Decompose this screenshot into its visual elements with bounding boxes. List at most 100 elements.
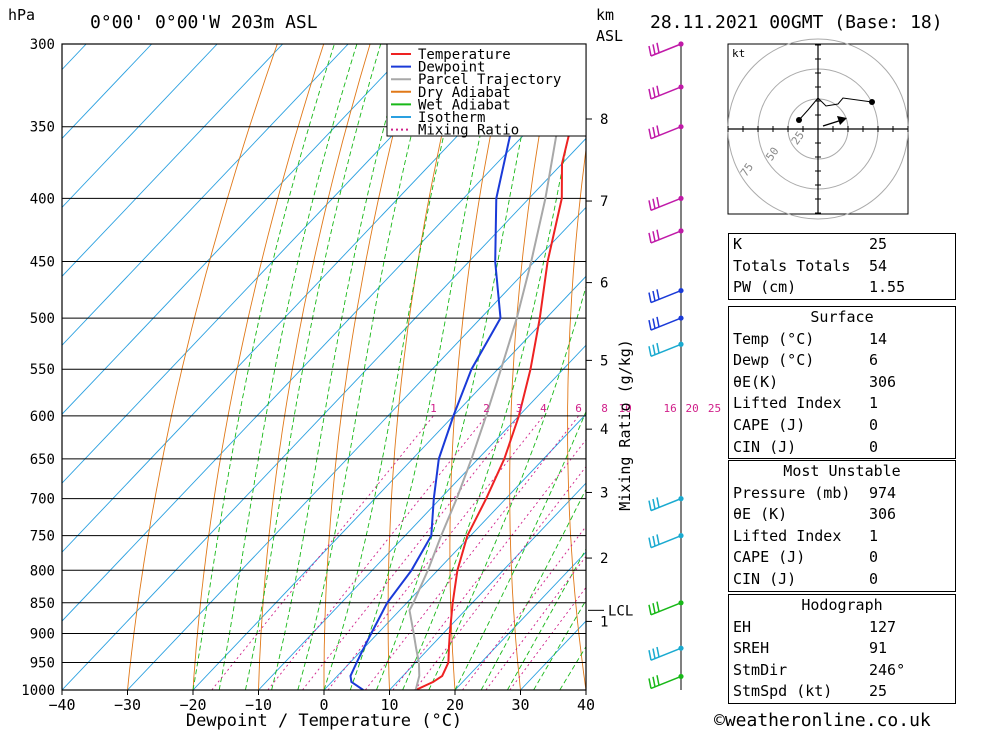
stat-label: Temp (°C) [733, 329, 815, 348]
dry-adiabat-line [974, 44, 1000, 690]
wind-level-dot [678, 41, 684, 47]
wet-adiabat-line [454, 410, 586, 690]
km-tick-label: 5 [600, 353, 608, 369]
wind-level-dot [678, 228, 684, 234]
km-tick-label: 2 [600, 551, 608, 567]
km-tick-label: 1 [600, 614, 608, 630]
wet-adiabat-line [349, 44, 501, 690]
stat-row: θE (K) 306 [729, 504, 955, 526]
lcl-label: LCL [608, 603, 633, 619]
wind-level-dot [678, 496, 684, 502]
mixing-ratio-line [392, 439, 586, 690]
isotherm-line [323, 413, 586, 690]
pressure-tick-label: 850 [30, 596, 55, 612]
wind-barb [648, 496, 684, 512]
mixing-ratio-tick-label: 4 [540, 402, 547, 415]
stat-row: θE(K) 306 [729, 372, 955, 394]
pressure-tick-label: 700 [30, 492, 55, 508]
surface-panel: Surface Temp (°C) 14 Dewp (°C) 6 θE(K) 306 Lif… [728, 306, 956, 460]
pressure-tick-label: 500 [30, 311, 55, 327]
wind-barb [648, 315, 684, 331]
most-unstable-panel: Most Unstable Pressure (mb) 974 θE (K) 306 L… [728, 460, 956, 592]
stat-row: CIN (J) 0 [729, 569, 955, 591]
stat-label: CAPE (J) [733, 415, 806, 434]
legend-entry: Temperature [418, 47, 511, 63]
isotherm-line [62, 44, 546, 553]
stat-label: Lifted Index [733, 526, 842, 545]
pressure-tick-label: 800 [30, 563, 55, 579]
stat-row: CAPE (J) 0 [729, 547, 955, 569]
mixing-ratio-axis-label: Mixing Ratio (g/kg) [616, 339, 634, 511]
most-unstable-title: Most Unstable [783, 462, 901, 480]
x-tick-label: −20 [179, 696, 206, 714]
location-title: 0°00' 0°00'W 203m ASL [90, 12, 318, 33]
stat-label: K [733, 235, 743, 253]
asl-label: ASL [596, 27, 623, 45]
x-tick-label: 20 [446, 696, 464, 714]
stat-value: 0 [869, 437, 879, 456]
mixing-ratio-line [485, 555, 586, 690]
stat-row: Temp (°C) 14 [729, 329, 955, 351]
stat-row: Pressure (mb) 974 [729, 483, 955, 505]
stat-label: StmDir [733, 660, 788, 679]
stat-value: 974 [869, 483, 897, 502]
stat-label: PW (cm) [733, 278, 797, 297]
stat-value: 91 [869, 639, 888, 658]
stat-value: 6 [869, 351, 879, 370]
stat-value: 54 [869, 256, 888, 275]
x-tick-label: 30 [511, 696, 529, 714]
stat-value: 25 [869, 682, 888, 701]
km-tick-label: 7 [600, 194, 608, 210]
wind-level-dot [678, 287, 684, 294]
hpa-label: hPa [8, 6, 35, 24]
copyright[interactable]: ©weatheronline.co.uk [714, 710, 931, 731]
km-tick-label: 8 [600, 112, 608, 128]
stat-row: SREH 91 [729, 638, 955, 660]
stat-row: StmSpd (kt) 25 [729, 681, 955, 703]
stat-value: 0 [869, 569, 879, 588]
stat-row: PW (cm) 1.55 [729, 277, 955, 299]
axes: 1 2 3 4 6 8 10 16 20 2530035040045050055060065070… [21, 37, 721, 714]
pressure-tick-label: 350 [30, 120, 55, 136]
isotherm-line [0, 44, 21, 690]
stat-row: Dewp (°C) 6 [729, 350, 955, 372]
wind-level-dot [678, 315, 684, 321]
mixing-ratio-line [211, 415, 434, 690]
stat-label: θE(K) [733, 372, 779, 391]
x-tick-label: −30 [114, 696, 141, 714]
wind-level-dot [678, 84, 684, 90]
hodograph-start-point [796, 117, 802, 123]
pressure-tick-label: 550 [30, 362, 55, 378]
stat-row: CAPE (J) 0 [729, 415, 955, 437]
series-dewpoint [349, 44, 540, 690]
stat-value: 14 [869, 329, 888, 348]
km-tick-label: 3 [600, 485, 608, 501]
wet-adiabat-line [480, 488, 586, 690]
isotherm-line [62, 44, 415, 415]
pressure-tick-label: 1000 [21, 683, 55, 699]
storm-motion-arrowhead [837, 116, 847, 125]
stat-label: Dewp (°C) [733, 351, 815, 370]
hodograph-unit-label: kt [732, 47, 745, 60]
wind-level-dot [678, 600, 684, 606]
isotherm-line [62, 44, 349, 346]
stat-row: StmDir 246° [729, 660, 955, 682]
dry-adiabat-line [509, 44, 557, 690]
isotherm-line [62, 44, 284, 277]
stat-row: EH 127 [729, 617, 955, 639]
pressure-tick-label: 900 [30, 626, 55, 642]
dry-adiabat-line [127, 44, 278, 690]
legend-entry: Parcel Trajectory [418, 72, 561, 88]
wind-barb [648, 124, 684, 140]
mixing-ratio-line [462, 525, 586, 690]
stat-label: EH [733, 617, 752, 636]
wet-adiabat-line [218, 44, 358, 690]
mixing-ratio-tick-label: 10 [618, 402, 631, 415]
plot-frame [61, 43, 587, 691]
stat-value: 25 [869, 235, 888, 253]
wind-level-dot [678, 195, 684, 201]
x-tick-label: 40 [577, 696, 595, 714]
x-tick-label: −40 [48, 696, 75, 714]
